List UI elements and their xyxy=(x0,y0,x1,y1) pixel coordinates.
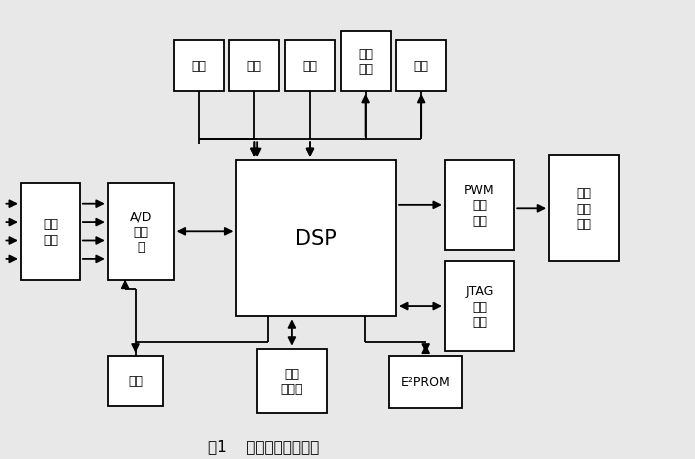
Text: 电力
电子
器件: 电力 电子 器件 xyxy=(576,187,591,231)
Bar xyxy=(549,156,619,262)
Text: 时钟: 时钟 xyxy=(302,60,318,73)
Text: DSP: DSP xyxy=(295,229,337,249)
Text: E²PROM: E²PROM xyxy=(401,375,450,389)
Text: 键盘: 键盘 xyxy=(247,60,262,73)
Bar xyxy=(285,41,335,92)
Bar xyxy=(108,184,174,280)
Text: 译码: 译码 xyxy=(128,375,143,387)
Bar xyxy=(21,184,80,280)
Bar xyxy=(445,161,514,250)
Text: 液晶
显示: 液晶 显示 xyxy=(358,48,373,76)
Bar xyxy=(236,161,396,317)
Text: PWM
隔离
驱动: PWM 隔离 驱动 xyxy=(464,184,495,227)
Bar xyxy=(257,349,327,413)
Text: 图1    控制系统结构框图: 图1 控制系统结构框图 xyxy=(208,439,320,453)
Text: JTAG
仿真
接口: JTAG 仿真 接口 xyxy=(466,285,493,328)
Bar xyxy=(445,262,514,351)
Bar xyxy=(108,356,163,406)
Text: 片外
存储器: 片外 存储器 xyxy=(281,367,303,395)
Text: 复位: 复位 xyxy=(414,60,429,73)
Text: 电源: 电源 xyxy=(191,60,206,73)
Text: A/D
转换
器: A/D 转换 器 xyxy=(129,210,152,254)
Bar xyxy=(396,41,446,92)
Bar xyxy=(229,41,279,92)
Bar xyxy=(174,41,224,92)
Bar xyxy=(341,32,391,92)
Text: 信号
调理: 信号 调理 xyxy=(43,218,58,246)
Bar xyxy=(389,356,462,409)
